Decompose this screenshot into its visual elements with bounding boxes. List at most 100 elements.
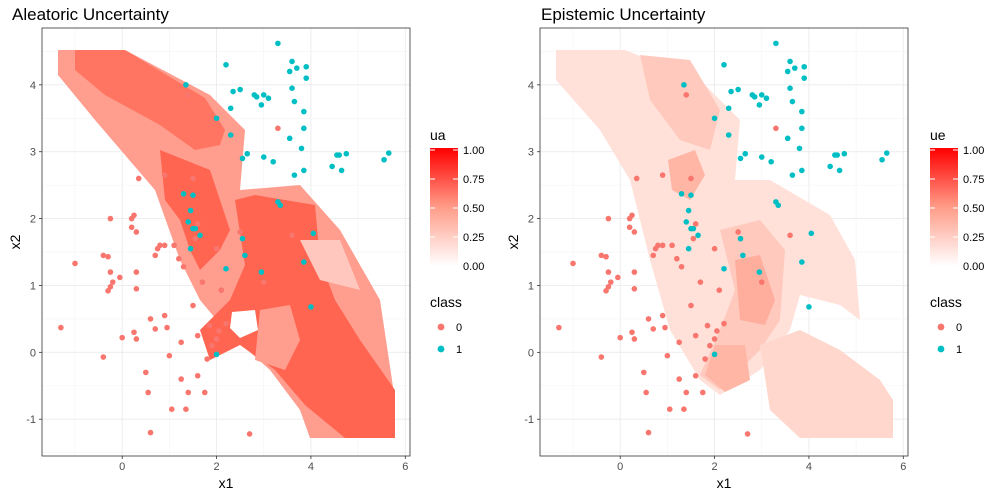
class-legend-title: class xyxy=(430,294,462,310)
point-class-1 xyxy=(343,150,350,157)
point-class-1 xyxy=(227,132,234,138)
point-class-0 xyxy=(100,354,107,360)
point-class-1 xyxy=(239,155,246,162)
point-class-1 xyxy=(329,163,335,170)
fill-legend-label: 0.25 xyxy=(463,232,484,244)
point-class-0 xyxy=(176,255,182,262)
point-class-0 xyxy=(117,274,123,281)
plot-border xyxy=(41,27,411,457)
point-class-0 xyxy=(655,242,661,249)
point-class-1 xyxy=(291,98,298,105)
point-class-1 xyxy=(286,135,293,142)
point-class-0 xyxy=(260,279,267,285)
fill-legend-bar xyxy=(430,148,458,266)
point-class-0 xyxy=(246,431,253,437)
y-axis-label: x2 xyxy=(7,234,23,249)
point-class-0 xyxy=(131,212,137,219)
point-class-0 xyxy=(128,224,135,231)
y-tick-label: 4 xyxy=(30,80,36,92)
fill-legend: ua 0.00 0.25 0.50 0.75 1.00 xyxy=(430,127,484,273)
x-tick-label: 4 xyxy=(806,461,812,473)
point-class-1 xyxy=(801,75,808,81)
point-class-0 xyxy=(107,215,114,222)
point-class-1 xyxy=(799,125,805,132)
x-tick-label: 0 xyxy=(119,461,125,473)
point-class-0 xyxy=(135,175,142,182)
point-class-0 xyxy=(662,324,668,331)
point-class-0 xyxy=(190,175,196,182)
point-class-0 xyxy=(643,389,649,396)
point-class-1 xyxy=(298,145,305,152)
point-class-0 xyxy=(185,389,192,396)
point-class-1 xyxy=(286,68,293,75)
chart-title: Epistemic Uncertainty xyxy=(541,5,706,24)
point-class-0 xyxy=(681,406,687,412)
point-class-0 xyxy=(133,336,140,342)
class-legend-title: class xyxy=(930,294,962,310)
y-tick-label: 0 xyxy=(30,347,36,359)
point-class-0 xyxy=(678,263,685,270)
point-class-1 xyxy=(678,191,685,197)
point-class-0 xyxy=(109,279,116,285)
axis-ticks: 0 2 4 6 -1 0 1 2 3 4 xyxy=(26,80,408,473)
point-class-1 xyxy=(230,88,236,95)
point-class-1 xyxy=(289,85,295,91)
point-class-1 xyxy=(758,154,765,160)
point-class-1 xyxy=(685,207,692,214)
point-class-1 xyxy=(834,152,841,158)
point-class-0 xyxy=(650,326,657,332)
point-class-0 xyxy=(275,125,281,132)
point-class-0 xyxy=(704,322,711,329)
fill-legend-label: 0.50 xyxy=(463,203,484,215)
point-class-1 xyxy=(841,150,848,157)
point-class-1 xyxy=(806,304,812,310)
point-class-0 xyxy=(180,263,187,270)
point-class-1 xyxy=(775,202,782,209)
point-class-1 xyxy=(187,245,194,252)
point-class-0 xyxy=(716,287,723,293)
point-class-1 xyxy=(751,94,758,100)
point-class-1 xyxy=(879,156,885,163)
point-class-0 xyxy=(133,269,140,275)
point-class-1 xyxy=(190,192,196,198)
point-class-1 xyxy=(683,219,690,225)
point-class-0 xyxy=(213,336,220,342)
point-class-1 xyxy=(836,167,843,174)
points-layer xyxy=(58,40,392,437)
point-class-1 xyxy=(787,58,793,65)
y-tick-label: 0 xyxy=(528,347,534,359)
point-class-0 xyxy=(640,369,647,376)
point-class-1 xyxy=(721,61,727,68)
point-class-1 xyxy=(187,207,194,214)
point-class-0 xyxy=(100,252,107,259)
point-class-0 xyxy=(161,172,168,178)
fill-legend-label: 1.00 xyxy=(963,145,984,157)
point-class-1 xyxy=(275,40,281,47)
fill-legend-label: 0.75 xyxy=(463,174,484,186)
field-low-band-se xyxy=(760,330,893,438)
uncertainty-field xyxy=(58,50,395,438)
point-class-0 xyxy=(218,287,225,293)
point-class-1 xyxy=(883,150,890,156)
point-class-1 xyxy=(695,232,701,239)
point-class-1 xyxy=(758,92,765,98)
point-class-0 xyxy=(645,316,652,322)
point-class-0 xyxy=(688,175,694,182)
point-class-0 xyxy=(72,260,78,267)
point-class-0 xyxy=(178,339,184,346)
point-class-0 xyxy=(744,431,751,437)
point-class-0 xyxy=(714,328,720,334)
fill-legend-label: 0.00 xyxy=(963,261,984,273)
fill-legend-label: 0.00 xyxy=(463,261,484,273)
point-class-1 xyxy=(728,88,734,95)
class-legend: class 0 1 xyxy=(430,294,462,356)
point-class-0 xyxy=(223,320,229,327)
uncertainty-field xyxy=(556,50,893,438)
point-class-0 xyxy=(676,339,682,346)
point-class-1 xyxy=(737,235,744,242)
point-class-0 xyxy=(664,352,671,359)
point-class-0 xyxy=(735,229,741,235)
point-class-0 xyxy=(206,322,213,329)
point-class-1 xyxy=(789,172,796,178)
point-class-0 xyxy=(626,224,633,231)
